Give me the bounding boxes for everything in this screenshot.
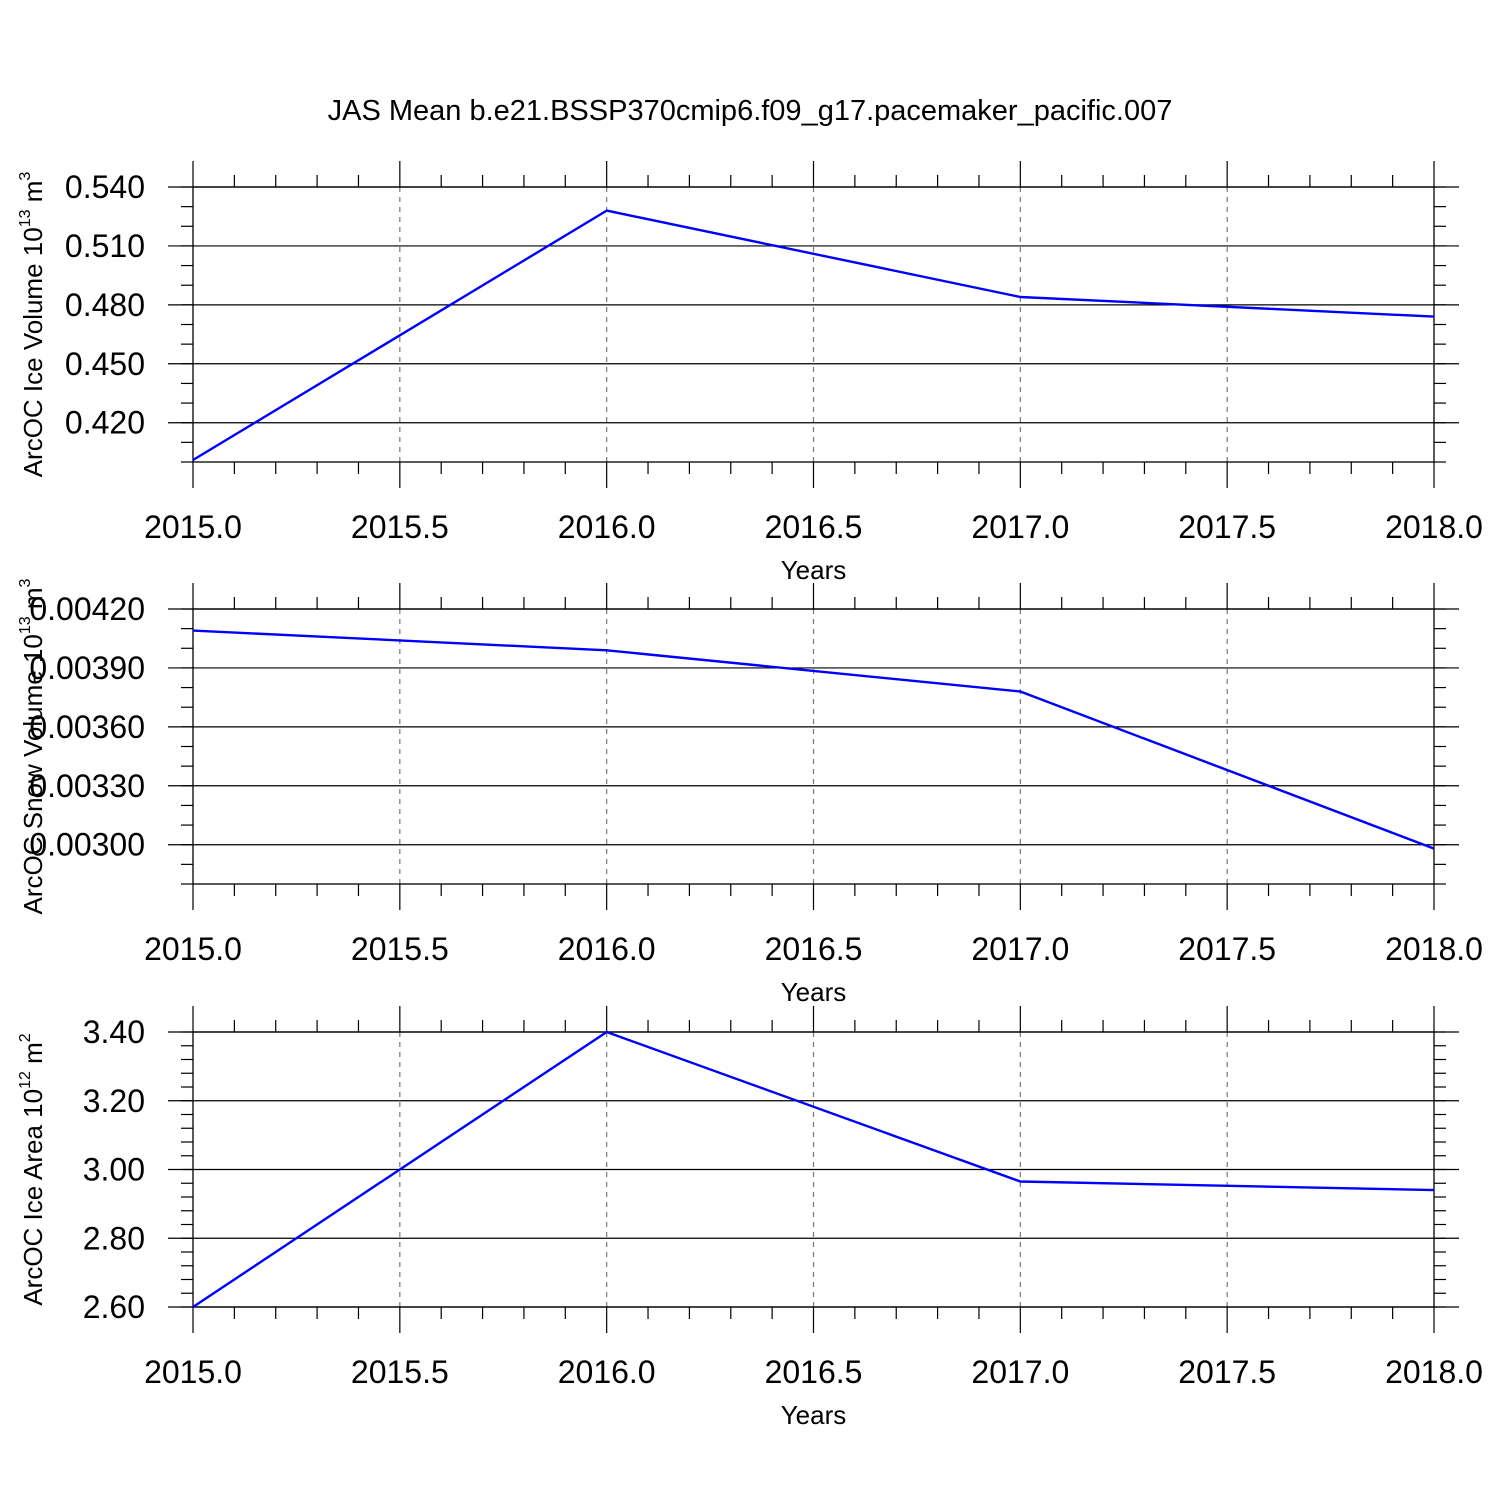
x-tick-label: 2017.0 bbox=[971, 1354, 1069, 1390]
x-tick-label: 2017.5 bbox=[1178, 1354, 1276, 1390]
y-tick-label: 3.20 bbox=[83, 1083, 145, 1119]
y-axis-title: ArcOC Ice Area 1012 m2 bbox=[17, 1033, 48, 1305]
y-tick-label: 0.480 bbox=[65, 287, 145, 323]
y-tick-label: 0.00390 bbox=[29, 650, 145, 686]
x-axis-title: Years bbox=[781, 977, 847, 1007]
x-tick-label: 2017.0 bbox=[971, 509, 1069, 545]
x-tick-label: 2016.0 bbox=[558, 509, 656, 545]
y-tick-label: 0.540 bbox=[65, 169, 145, 205]
x-tick-label: 2015.0 bbox=[144, 931, 242, 967]
y-tick-label: 0.00420 bbox=[29, 591, 145, 627]
y-tick-label: 3.40 bbox=[83, 1014, 145, 1050]
panel-1: 2015.0 2015.5 2016.0 2016.5 2017.0 2017.5 2018… bbox=[17, 161, 1483, 585]
y-tick-label: 2.80 bbox=[83, 1220, 145, 1256]
chart-title: JAS Mean b.e21.BSSP370cmip6.f09_g17.pace… bbox=[328, 95, 1173, 127]
y-axis-title: ArcOC Snow Volume 1013 m3 bbox=[17, 578, 48, 914]
x-tick-label: 2017.0 bbox=[971, 931, 1069, 967]
x-tick-label: 2016.0 bbox=[558, 931, 656, 967]
x-tick-label: 2016.0 bbox=[558, 1354, 656, 1390]
y-tick-label: 3.00 bbox=[83, 1152, 145, 1188]
x-tick-label: 2018.0 bbox=[1385, 1354, 1483, 1390]
x-tick-label: 2016.5 bbox=[765, 931, 863, 967]
series-line bbox=[192, 209, 1435, 462]
x-tick-label: 2015.0 bbox=[144, 509, 242, 545]
x-tick-label: 2015.5 bbox=[351, 931, 449, 967]
y-tick-label: 0.00330 bbox=[29, 768, 145, 804]
x-tick-label: 2015.5 bbox=[351, 1354, 449, 1390]
y-tick-label: 2.60 bbox=[83, 1289, 145, 1325]
y-tick-label: 0.450 bbox=[65, 346, 145, 382]
x-tick-label: 2016.5 bbox=[765, 509, 863, 545]
y-tick-label: 0.510 bbox=[65, 228, 145, 264]
x-tick-label: 2017.5 bbox=[1178, 931, 1276, 967]
y-tick-label: 0.420 bbox=[65, 405, 145, 441]
x-axis-title: Years bbox=[781, 555, 847, 585]
x-tick-label: 2018.0 bbox=[1385, 509, 1483, 545]
panel-2: 2015.0 2015.5 2016.0 2016.5 2017.0 2017.5 2018… bbox=[17, 578, 1483, 1007]
x-axis-title: Years bbox=[781, 1400, 847, 1430]
x-tick-label: 2015.0 bbox=[144, 1354, 242, 1390]
series-line bbox=[192, 1030, 1435, 1308]
series-line bbox=[192, 629, 1435, 850]
y-tick-label: 0.00300 bbox=[29, 827, 145, 863]
panel-3: 2015.0 2015.5 2016.0 2016.5 2017.0 2017.5 2018… bbox=[17, 1006, 1483, 1430]
y-tick-label: 0.00360 bbox=[29, 709, 145, 745]
x-tick-label: 2016.5 bbox=[765, 1354, 863, 1390]
x-tick-label: 2017.5 bbox=[1178, 509, 1276, 545]
x-tick-label: 2015.5 bbox=[351, 509, 449, 545]
x-tick-label: 2018.0 bbox=[1385, 931, 1483, 967]
y-axis-title: ArcOC Ice Volume 1013 m3 bbox=[17, 172, 48, 478]
